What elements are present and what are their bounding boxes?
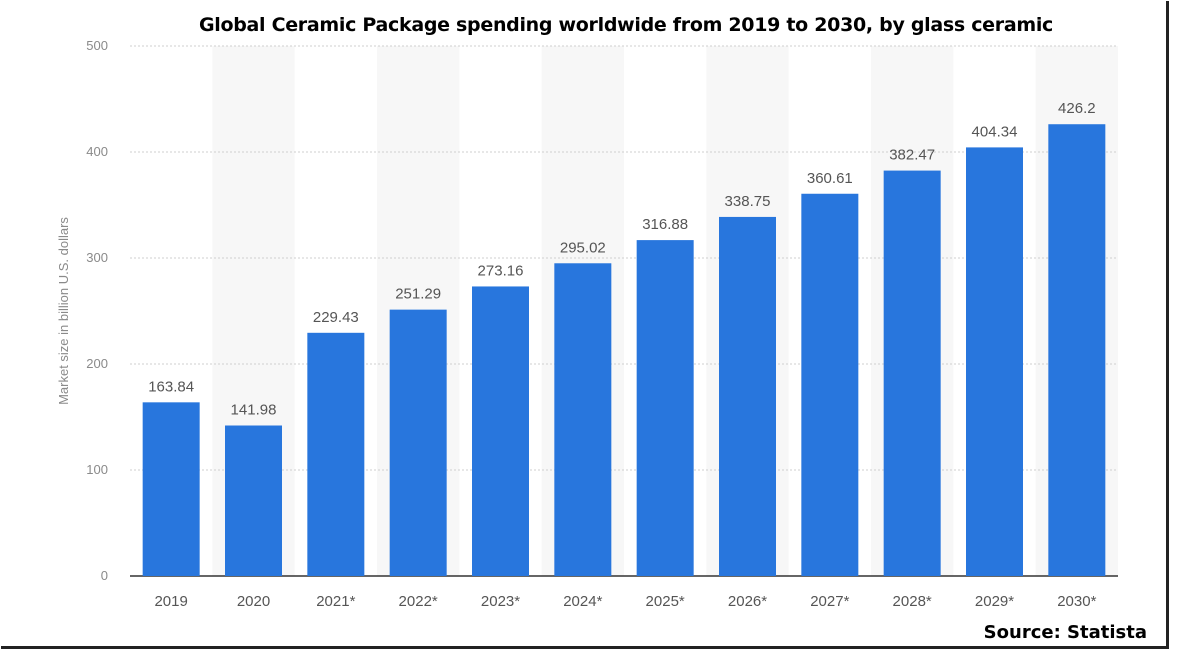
y-tick-label: 0 (101, 568, 108, 583)
source-note: Source: Statista (983, 622, 1147, 643)
bar (719, 216, 776, 577)
y-tick-label: 300 (86, 250, 108, 265)
data-label: 251.29 (395, 286, 441, 303)
bar (142, 402, 200, 576)
x-tick-label: 2022* (399, 593, 438, 610)
bar (225, 425, 282, 576)
data-label: 163.84 (148, 378, 194, 395)
x-tick-label: 2027* (810, 593, 849, 610)
data-label: 273.16 (478, 262, 524, 279)
bar (966, 147, 1023, 576)
x-tick-label: 2019 (154, 593, 187, 610)
bar (883, 170, 941, 577)
x-tick-label: 2030* (1057, 593, 1096, 610)
data-label: 141.98 (231, 402, 277, 419)
y-tick-label: 200 (86, 356, 108, 371)
bar (801, 193, 859, 576)
data-label: 426.2 (1058, 100, 1096, 117)
x-tick-label: 2026* (728, 593, 767, 610)
data-label: 360.61 (807, 170, 853, 187)
x-tick-label: 2021* (316, 593, 355, 610)
x-tick-label: 2020 (237, 593, 270, 610)
x-tick-label: 2023* (481, 593, 520, 610)
bar (389, 309, 447, 576)
data-label: 382.47 (889, 147, 935, 164)
x-tick-label: 2024* (563, 593, 602, 610)
y-tick-label: 500 (86, 38, 108, 53)
data-label: 338.75 (725, 193, 771, 210)
y-tick-label: 400 (86, 144, 108, 159)
y-axis-title: Market size in billion U.S. dollars (56, 217, 71, 405)
data-label: 404.34 (972, 123, 1018, 140)
x-tick-label: 2029* (975, 593, 1014, 610)
data-label: 229.43 (313, 309, 359, 326)
x-tick-label: 2025* (646, 593, 685, 610)
bar (636, 240, 694, 577)
bar (472, 286, 529, 576)
figure-frame (1, 1, 1169, 649)
x-tick-label: 2028* (893, 593, 932, 610)
bar (1048, 124, 1106, 576)
data-label: 316.88 (642, 216, 688, 233)
chart-title: Global Ceramic Package spending worldwid… (198, 14, 1054, 36)
y-tick-label: 100 (86, 462, 108, 477)
bar (307, 332, 365, 576)
bar (554, 263, 612, 576)
data-label: 295.02 (560, 239, 606, 256)
